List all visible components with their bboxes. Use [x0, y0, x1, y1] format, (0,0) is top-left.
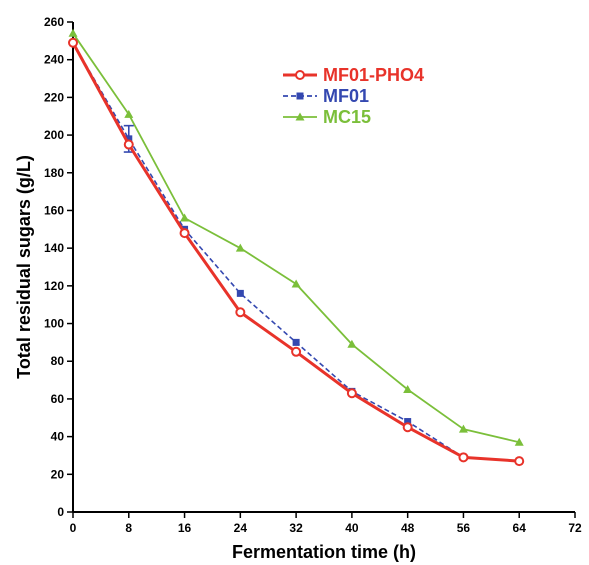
data-point [236, 289, 244, 297]
data-point [235, 243, 245, 252]
y-tick-label: 40 [51, 430, 65, 444]
x-tick-label: 24 [234, 521, 248, 535]
data-point [404, 418, 412, 426]
legend-item: MC15 [283, 107, 371, 127]
x-tick-label: 72 [568, 521, 582, 535]
data-point [291, 346, 302, 357]
data-point [180, 213, 190, 222]
data-point [514, 437, 524, 446]
data-point [235, 307, 246, 318]
x-axis-title: Fermentation time (h) [232, 542, 416, 562]
legend-marker [295, 70, 305, 80]
data-point [179, 228, 190, 239]
data-point [292, 338, 300, 346]
y-tick-label: 140 [44, 241, 64, 255]
legend-label: MF01-PHO4 [323, 65, 424, 85]
data-point [458, 424, 468, 433]
x-tick-label: 32 [289, 521, 303, 535]
legend-label: MC15 [323, 107, 371, 127]
data-point [514, 456, 525, 467]
data-point [347, 339, 357, 348]
tick-labels: 0 8 16 24 32 40 48 56 64 72 0 20 40 60 80 100 120 140 160 1… [44, 15, 582, 535]
data-point [403, 385, 413, 393]
y-tick-label: 180 [44, 166, 64, 180]
x-tick-label: 8 [125, 521, 132, 535]
x-tick-label: 56 [457, 521, 471, 535]
x-tick-label: 0 [70, 521, 77, 535]
y-tick-label: 200 [44, 128, 64, 142]
y-tick-label: 60 [51, 392, 65, 406]
data-point [68, 28, 78, 37]
series-layer [68, 28, 525, 467]
legend-label: MF01 [323, 86, 369, 106]
y-axis-title: Total residual sugars (g/L) [14, 155, 34, 379]
y-tick-label: 240 [44, 53, 64, 67]
series-mf01 [69, 39, 523, 465]
series-line [71, 42, 520, 463]
data-point [124, 109, 134, 118]
series-mc15 [68, 28, 524, 446]
series-mf01-pho4 [68, 37, 525, 467]
data-point [402, 422, 413, 433]
series-line [72, 32, 520, 444]
x-tick-label: 16 [178, 521, 192, 535]
data-point [123, 139, 134, 150]
y-tick-label: 20 [51, 467, 65, 481]
legend-marker [295, 112, 305, 121]
y-tick-label: 220 [44, 90, 64, 104]
data-point [458, 452, 469, 463]
data-point [346, 388, 357, 399]
x-tick-label: 40 [345, 521, 359, 535]
y-tick-label: 100 [44, 317, 64, 331]
y-tick-label: 260 [44, 15, 64, 29]
series-line [72, 42, 520, 462]
axes [67, 21, 576, 518]
data-point [291, 279, 301, 288]
x-tick-label: 48 [401, 521, 415, 535]
y-tick-label: 160 [44, 203, 64, 217]
legend-item: MF01 [283, 86, 369, 106]
y-tick-label: 120 [44, 279, 64, 293]
y-tick-label: 80 [51, 354, 65, 368]
legend-item: MF01-PHO4 [283, 65, 424, 85]
data-point [125, 135, 133, 143]
x-tick-label: 64 [513, 521, 527, 535]
legend-marker [296, 92, 304, 100]
y-tick-label: 0 [57, 505, 64, 519]
data-point [68, 37, 78, 48]
